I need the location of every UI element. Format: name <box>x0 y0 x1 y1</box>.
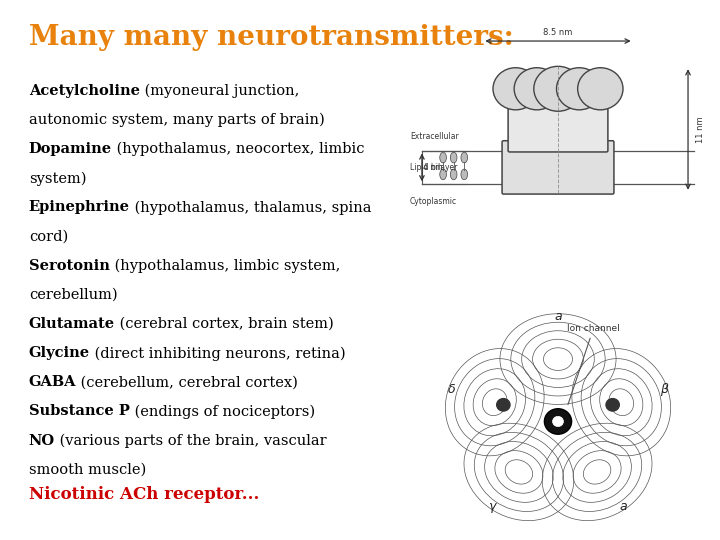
Text: Epinephrine: Epinephrine <box>29 200 130 214</box>
Text: cord): cord) <box>29 230 68 244</box>
Circle shape <box>577 68 623 110</box>
Text: Ion channel: Ion channel <box>567 324 620 404</box>
Text: (direct inhibiting neurons, retina): (direct inhibiting neurons, retina) <box>90 346 346 361</box>
Text: Serotonin: Serotonin <box>29 259 109 273</box>
Text: (hypothalamus, thalamus, spina: (hypothalamus, thalamus, spina <box>130 200 372 215</box>
Circle shape <box>557 68 602 110</box>
Circle shape <box>544 409 572 434</box>
Ellipse shape <box>440 169 446 180</box>
Text: 8.5 nm: 8.5 nm <box>544 29 572 37</box>
Circle shape <box>493 68 539 110</box>
Text: (hypothalamus, limbic system,: (hypothalamus, limbic system, <box>109 259 340 273</box>
Text: autonomic system, many parts of brain): autonomic system, many parts of brain) <box>29 113 325 127</box>
Text: γ: γ <box>489 500 496 513</box>
FancyBboxPatch shape <box>508 87 608 152</box>
Circle shape <box>552 416 564 427</box>
Text: β: β <box>660 382 668 396</box>
Text: (cerebellum, cerebral cortex): (cerebellum, cerebral cortex) <box>76 375 298 389</box>
Text: Extracellular: Extracellular <box>410 132 459 141</box>
Text: δ: δ <box>448 382 456 396</box>
Text: smooth muscle): smooth muscle) <box>29 463 146 477</box>
Text: a: a <box>620 500 628 513</box>
Ellipse shape <box>440 152 446 163</box>
Ellipse shape <box>461 152 467 163</box>
Text: Lipid bilayer: Lipid bilayer <box>410 163 457 172</box>
Text: (myoneural junction,: (myoneural junction, <box>140 84 300 98</box>
Text: Cytoplasmic: Cytoplasmic <box>410 197 457 206</box>
Text: Substance P: Substance P <box>29 404 130 418</box>
FancyBboxPatch shape <box>502 141 614 194</box>
Text: Acetylcholine: Acetylcholine <box>29 84 140 98</box>
Text: (various parts of the brain, vascular: (various parts of the brain, vascular <box>55 434 327 448</box>
Text: NO: NO <box>29 434 55 448</box>
Text: a: a <box>554 310 562 323</box>
Circle shape <box>514 68 559 110</box>
Text: Many many neurotransmitters:: Many many neurotransmitters: <box>29 24 513 51</box>
Text: system): system) <box>29 171 86 186</box>
Text: (cerebral cortex, brain stem): (cerebral cortex, brain stem) <box>115 317 333 331</box>
Text: Nicotinic ACh receptor...: Nicotinic ACh receptor... <box>29 486 259 503</box>
Text: Dopamine: Dopamine <box>29 142 112 156</box>
Text: (hypothalamus, neocortex, limbic: (hypothalamus, neocortex, limbic <box>112 142 364 157</box>
Circle shape <box>534 66 582 111</box>
Text: cerebellum): cerebellum) <box>29 288 117 302</box>
Text: GABA: GABA <box>29 375 76 389</box>
Text: 11 nm: 11 nm <box>696 116 705 143</box>
Text: (endings of nociceptors): (endings of nociceptors) <box>130 404 315 419</box>
Ellipse shape <box>461 169 467 180</box>
Circle shape <box>606 399 619 411</box>
Circle shape <box>497 399 510 411</box>
Text: 4 nm: 4 nm <box>423 163 443 172</box>
Text: Glutamate: Glutamate <box>29 317 115 331</box>
Ellipse shape <box>450 169 457 180</box>
Ellipse shape <box>450 152 457 163</box>
Text: Glycine: Glycine <box>29 346 90 360</box>
